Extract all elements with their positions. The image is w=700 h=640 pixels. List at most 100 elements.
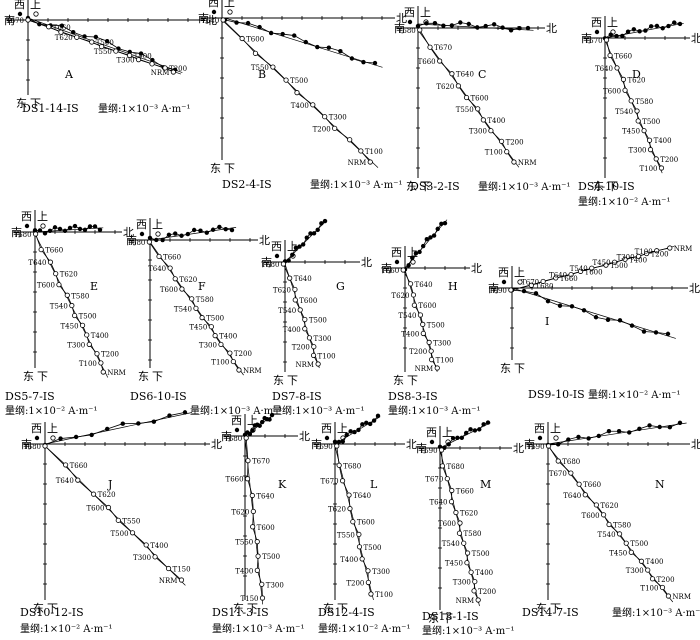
south-label: 南 <box>524 438 535 451</box>
step-label: T640 <box>563 492 581 500</box>
sample-name: DS6-10-IS <box>130 390 187 403</box>
horizontal-point <box>326 45 332 50</box>
vertical-point <box>347 137 353 143</box>
legend-solid-dot <box>429 439 435 445</box>
step-label: T680 <box>224 435 242 443</box>
vertical-point <box>38 246 44 253</box>
down-label: 下 <box>30 97 41 110</box>
step-label: T620 <box>55 34 73 42</box>
vertical-point <box>614 65 620 71</box>
legend-solid-dot <box>501 279 507 285</box>
horizontal-point <box>348 429 353 434</box>
horizontal-point <box>648 24 654 29</box>
vertical-point <box>468 569 474 575</box>
west-label: 西 <box>31 422 42 435</box>
vertical-point <box>100 369 106 375</box>
vertical-point <box>453 509 459 516</box>
horizontal-point <box>191 227 197 233</box>
horizontal-point <box>406 263 411 268</box>
horizontal-point <box>367 421 373 427</box>
horizontal-point <box>293 245 299 250</box>
vertical-point <box>508 287 514 293</box>
vertical-point <box>292 286 298 293</box>
legend-solid-dot <box>234 427 240 433</box>
step-label: T540 <box>50 303 68 311</box>
vertical-point <box>463 94 470 101</box>
up-label: 上 <box>152 218 163 231</box>
north-label: 北 <box>471 262 482 275</box>
south-label: 南 <box>311 438 322 451</box>
vertical-point <box>455 83 461 89</box>
step-label: T620 <box>273 286 291 294</box>
vertical-point <box>99 44 105 50</box>
step-label: T500 <box>262 553 280 561</box>
step-label: T540 <box>442 540 460 548</box>
south-label: 南 <box>198 12 209 25</box>
horizontal-point <box>147 235 153 241</box>
north-label: 北 <box>299 430 310 443</box>
panel-A: 西上南 北东 下AT670T660T620T500T550T400T300T200N… <box>4 0 217 115</box>
north-label: 北 <box>546 22 557 35</box>
horizontal-point <box>660 26 665 31</box>
horizontal-point <box>259 419 265 425</box>
horizontal-point <box>47 228 53 233</box>
step-label: NRM <box>456 597 475 605</box>
horizontal-point <box>665 331 671 337</box>
vertical-point <box>146 239 152 245</box>
south-label: 南 <box>21 438 32 451</box>
horizontal-point <box>410 255 415 261</box>
north-label: 北 <box>691 32 700 45</box>
legend-solid-dot <box>407 19 413 25</box>
step-label: T400 <box>91 332 109 340</box>
horizontal-point <box>300 242 306 247</box>
vertical-point <box>56 282 62 288</box>
east-label: 东 <box>536 602 547 615</box>
horizontal-point <box>138 51 144 56</box>
horizontal-point <box>72 223 78 229</box>
vertical-point <box>641 128 647 134</box>
step-label: T550 <box>251 64 269 72</box>
vertical-point <box>593 502 599 508</box>
east-label: 东 <box>500 362 511 375</box>
horizontal-point <box>250 428 255 433</box>
horizontal-point <box>77 226 83 232</box>
horizontal-point <box>160 237 165 243</box>
vertical-point <box>623 540 629 546</box>
horizontal-point <box>608 32 613 37</box>
vertical-point <box>457 520 463 526</box>
north-label: 北 <box>396 12 407 25</box>
vertical-point <box>75 477 81 483</box>
legend-solid-dot <box>139 231 145 237</box>
horizontal-point <box>629 323 635 328</box>
step-label: T300 <box>372 568 390 576</box>
vertical-point <box>347 506 353 512</box>
up-label: 上 <box>337 422 348 435</box>
horizontal-point <box>500 25 505 30</box>
vertical-point <box>259 581 265 587</box>
north-label: 北 <box>211 438 222 451</box>
legend-solid-dot <box>24 223 30 229</box>
panel-E: 西上南 北东 下ET680T660T640T620T600T580T540T500T… <box>5 210 134 417</box>
step-label: T200 <box>478 588 496 596</box>
step-label: T660 <box>45 247 63 255</box>
horizontal-fit-line <box>27 17 183 73</box>
vertical-point <box>622 87 628 93</box>
vertical-point <box>475 597 481 603</box>
south-label: 南 <box>394 22 405 35</box>
step-label: T150 <box>173 566 191 574</box>
north-label: 北 <box>206 14 217 27</box>
vertical-point <box>438 447 445 453</box>
panel-H: 西上南 北东 下 H T660 T640 T620 T600T540 T500 T400 T300 T… <box>381 219 482 417</box>
horizontal-point <box>637 426 642 432</box>
vertical-point <box>135 57 142 63</box>
step-label: T660 <box>70 462 88 470</box>
step-label: T100 <box>365 148 383 156</box>
horizontal-point <box>458 20 463 25</box>
panel-letter: L <box>370 478 378 491</box>
vertical-point <box>400 267 406 273</box>
horizontal-point <box>424 237 430 242</box>
step-label: T540 <box>598 531 616 539</box>
step-label: T200 <box>657 576 675 584</box>
horizontal-point <box>586 436 591 441</box>
vertical-point <box>249 492 255 499</box>
